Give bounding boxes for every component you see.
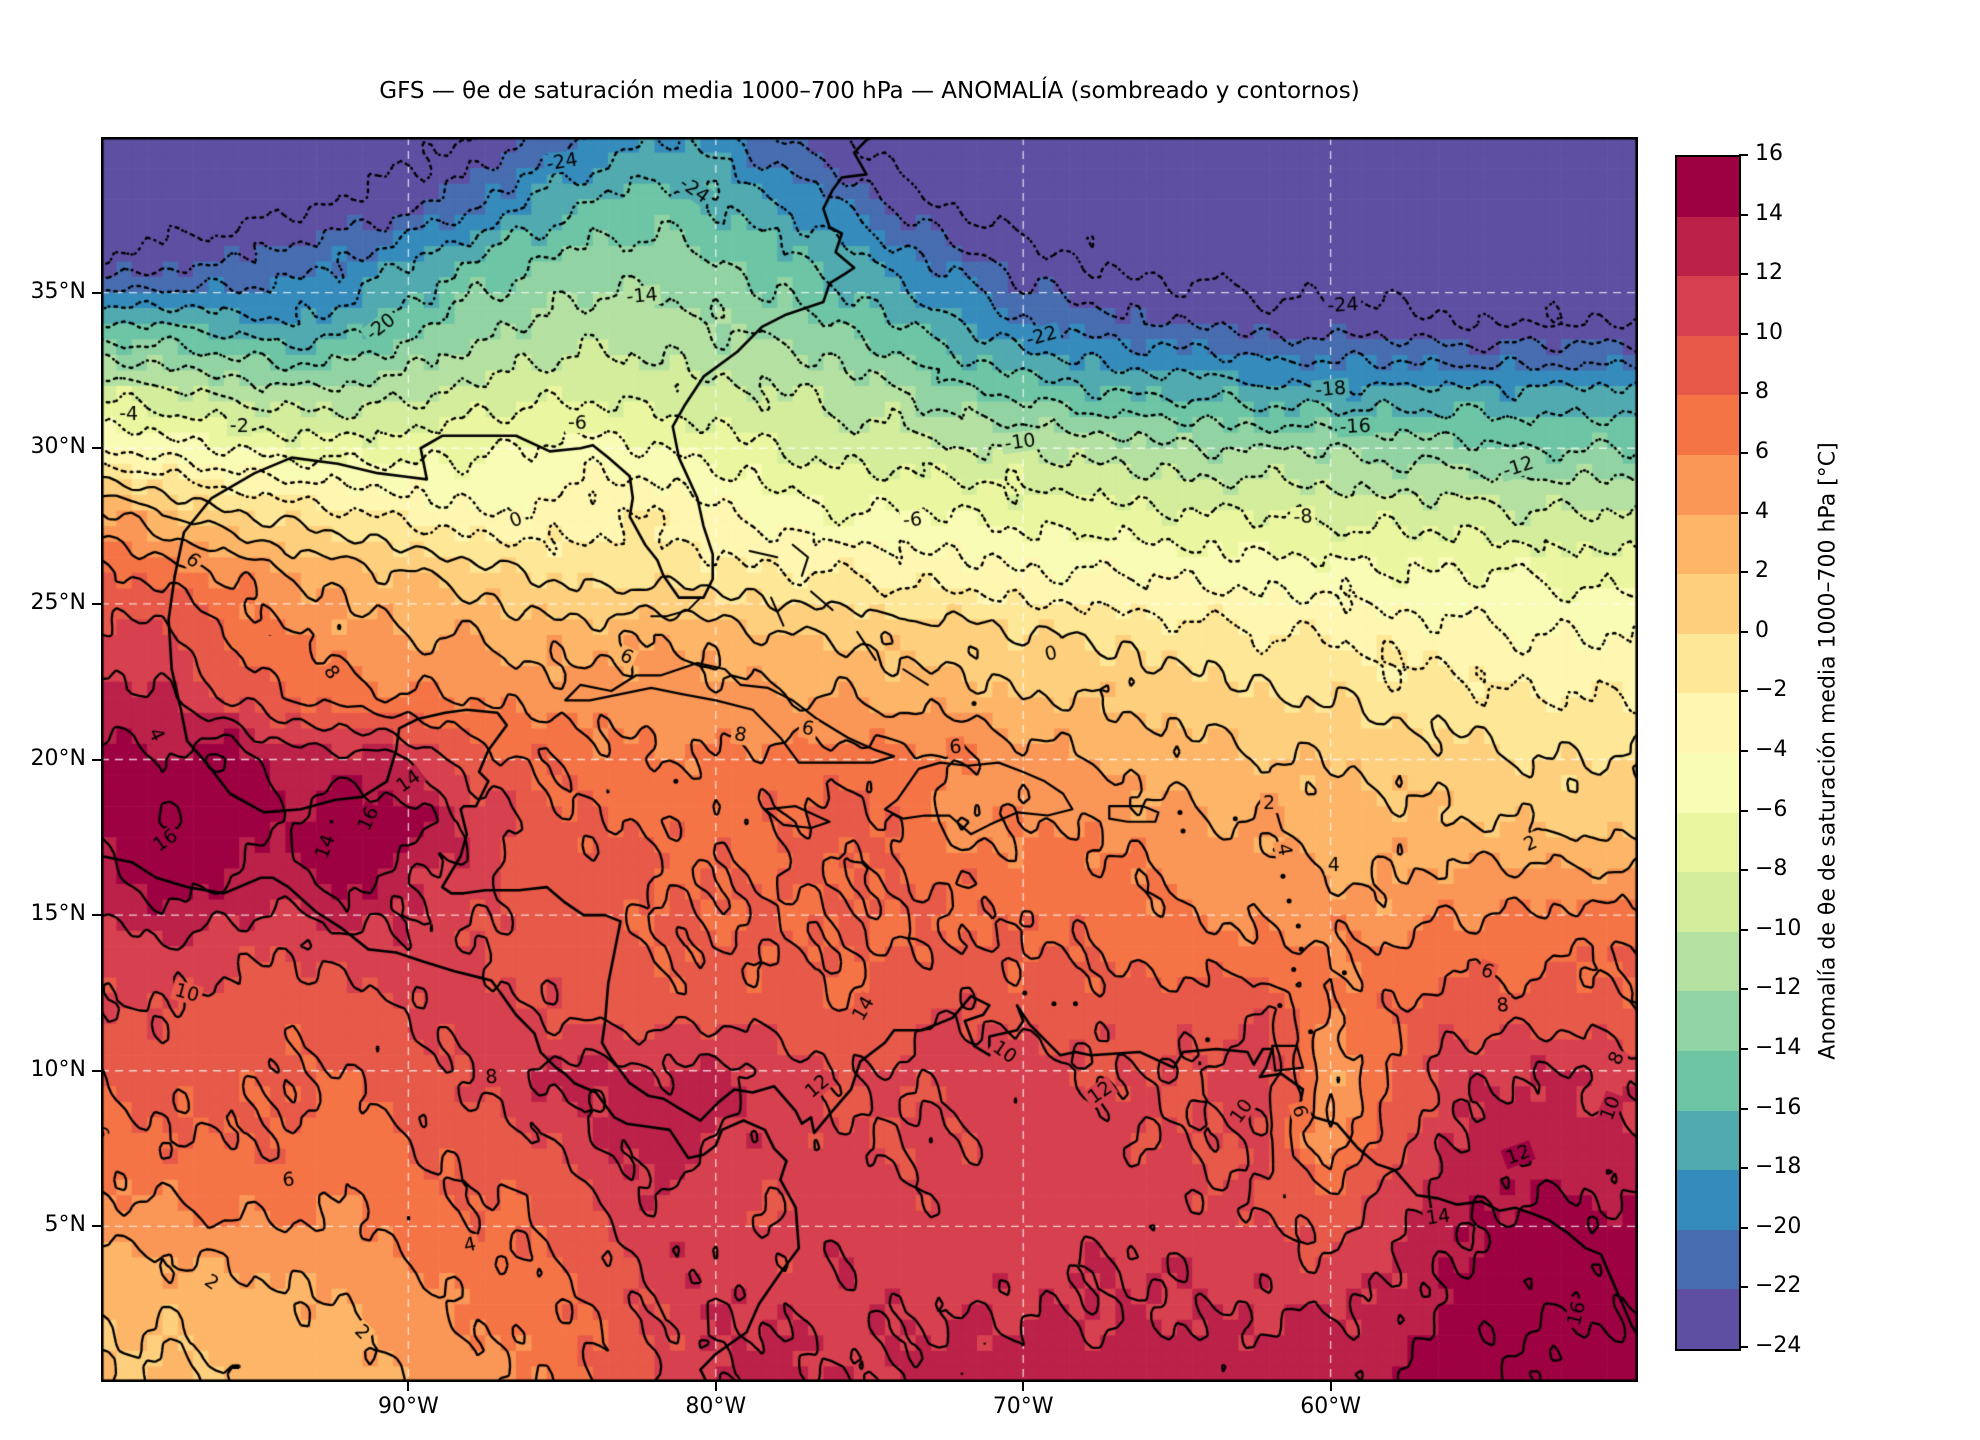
- colorbar-tick-label: 4: [1755, 498, 1769, 524]
- colorbar-tick-label: 0: [1755, 617, 1769, 643]
- colorbar-tick-label: 10: [1755, 319, 1783, 345]
- y-tick: [92, 1069, 101, 1072]
- y-tick-label: 10°N: [30, 1056, 86, 1082]
- colorbar-segment: [1677, 633, 1739, 694]
- x-tick: [1022, 1382, 1025, 1391]
- colorbar-tick-label: −14: [1755, 1035, 1802, 1060]
- colorbar-tick: [1739, 1048, 1748, 1050]
- x-tick-label: 90°W: [378, 1394, 439, 1419]
- colorbar: [1675, 155, 1741, 1351]
- colorbar-tick: [1739, 1346, 1748, 1348]
- y-tick-label: 35°N: [30, 278, 86, 304]
- colorbar-tick: [1739, 750, 1748, 752]
- y-tick: [92, 758, 101, 761]
- colorbar-segment: [1677, 812, 1739, 873]
- colorbar-segment: [1677, 1110, 1739, 1171]
- colorbar-tick: [1739, 809, 1748, 812]
- map-plot: [101, 137, 1638, 1382]
- y-tick: [92, 291, 101, 294]
- x-tick: [1329, 1382, 1332, 1391]
- colorbar-tick-label: 16: [1755, 141, 1783, 166]
- colorbar-tick-label: −22: [1755, 1273, 1802, 1299]
- colorbar-segment: [1677, 514, 1739, 575]
- colorbar-segment: [1677, 931, 1739, 992]
- y-tick: [92, 602, 101, 605]
- colorbar-tick-label: −16: [1755, 1094, 1802, 1120]
- x-tick-label: 70°W: [992, 1394, 1054, 1419]
- colorbar-tick: [1739, 213, 1748, 216]
- y-tick: [92, 447, 101, 450]
- colorbar-segment: [1677, 216, 1739, 277]
- x-tick-label: 80°W: [685, 1394, 747, 1419]
- colorbar-segment: [1677, 335, 1739, 396]
- x-tick: [714, 1382, 717, 1391]
- colorbar-segment: [1677, 574, 1739, 635]
- colorbar-tick-label: 2: [1755, 558, 1769, 584]
- colorbar-tick-label: −20: [1755, 1213, 1802, 1239]
- colorbar-tick-label: 12: [1755, 260, 1783, 286]
- y-tick-label: 15°N: [30, 901, 86, 927]
- y-tick-label: 5°N: [44, 1212, 86, 1238]
- colorbar-tick: [1739, 332, 1748, 335]
- y-tick-label: 25°N: [30, 589, 86, 615]
- x-tick: [407, 1382, 410, 1391]
- colorbar-tick-label: −18: [1755, 1154, 1802, 1180]
- colorbar-segment: [1677, 753, 1739, 814]
- colorbar-tick: [1739, 154, 1748, 156]
- colorbar-tick-label: −24: [1755, 1333, 1802, 1358]
- colorbar-segment: [1677, 991, 1739, 1052]
- colorbar-tick-label: 6: [1755, 439, 1769, 464]
- colorbar-tick: [1739, 511, 1748, 514]
- colorbar-tick: [1739, 690, 1748, 693]
- colorbar-tick-label: −12: [1755, 975, 1802, 1001]
- colorbar-segment: [1677, 395, 1739, 456]
- y-tick: [92, 1225, 101, 1228]
- x-tick-label: 60°W: [1300, 1394, 1361, 1419]
- chart-title: GFS — θe de saturación media 1000–700 hP…: [379, 78, 1360, 104]
- y-tick: [92, 914, 101, 917]
- y-tick-label: 30°N: [30, 434, 86, 460]
- colorbar-segment: [1677, 1229, 1739, 1290]
- colorbar-tick: [1739, 1107, 1748, 1110]
- colorbar-tick: [1739, 1286, 1748, 1289]
- colorbar-tick: [1739, 1226, 1748, 1229]
- colorbar-tick: [1739, 988, 1748, 991]
- colorbar-tick: [1739, 392, 1748, 395]
- colorbar-tick-label: 14: [1755, 200, 1783, 226]
- colorbar-segment: [1677, 693, 1739, 754]
- colorbar-segment: [1677, 1051, 1739, 1112]
- colorbar-tick-label: −2: [1755, 677, 1788, 703]
- colorbar-tick: [1739, 273, 1748, 276]
- colorbar-tick: [1739, 571, 1748, 574]
- colorbar-segment: [1677, 455, 1739, 516]
- colorbar-tick: [1739, 928, 1748, 931]
- colorbar-tick-label: −6: [1755, 796, 1788, 822]
- colorbar-tick: [1739, 630, 1748, 633]
- colorbar-segment: [1677, 157, 1739, 218]
- colorbar-segment: [1677, 1289, 1739, 1350]
- y-tick-label: 20°N: [30, 745, 86, 771]
- colorbar-segment: [1677, 1170, 1739, 1231]
- colorbar-tick-label: −8: [1755, 856, 1788, 882]
- colorbar-segment: [1677, 872, 1739, 933]
- colorbar-tick: [1739, 452, 1748, 454]
- colorbar-tick: [1739, 869, 1748, 872]
- colorbar-segment: [1677, 276, 1739, 337]
- colorbar-tick-label: −4: [1755, 737, 1788, 762]
- colorbar-tick: [1739, 1167, 1748, 1170]
- colorbar-tick-label: −10: [1755, 915, 1802, 941]
- colorbar-tick-label: 8: [1755, 379, 1769, 405]
